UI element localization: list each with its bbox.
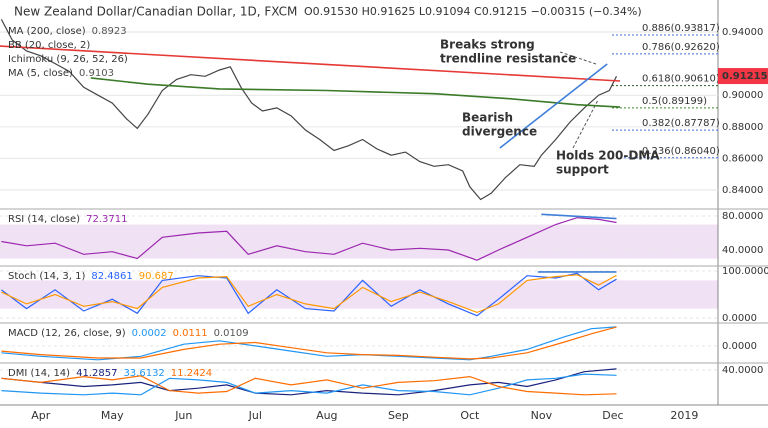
- legend-name: MA (200, close): [8, 26, 86, 37]
- x-tick-label: Aug: [316, 409, 337, 422]
- series-line: [1, 375, 617, 396]
- legend-name: Ichimoku (9, 26, 52, 26): [8, 54, 128, 65]
- series-line: [0, 19, 618, 201]
- legend-value: 0.9103: [79, 68, 114, 79]
- series-line: [541, 213, 617, 220]
- y-tick-label: 0.90000: [722, 90, 763, 101]
- y-tick-label: 0.88000: [722, 122, 763, 133]
- fib-label: 0.618(0.90610): [642, 74, 720, 85]
- x-tick-label: Nov: [531, 409, 553, 422]
- legend-name: BB (20, close, 2): [8, 40, 90, 51]
- annotation: Bearish: [462, 111, 513, 125]
- series-line: [90, 77, 621, 108]
- annotation: Breaks strong: [440, 38, 535, 52]
- x-tick-label: Sep: [388, 409, 409, 422]
- series-line: [1, 272, 617, 317]
- y-tick-label: 100.0000: [722, 266, 768, 277]
- x-tick-label: Apr: [31, 409, 51, 422]
- ohlc-values: O0.91530 H0.91625 L0.91094 C0.91215 −0.0…: [304, 5, 642, 18]
- y-tick-label: 0.84000: [722, 185, 763, 196]
- series-line: [1, 373, 617, 396]
- legend-entry: Stoch (14, 3, 1) 82.4861 90.687: [8, 271, 174, 282]
- legend-value: 72.3711: [86, 214, 127, 225]
- x-tick-label: 2019: [670, 409, 698, 422]
- y-tick-label: 40.0000: [722, 365, 763, 376]
- fib-label: 0.5(0.89199): [642, 96, 707, 107]
- series-line: [1, 326, 617, 361]
- legend-name: MACD (12, 26, close, 9): [8, 328, 126, 339]
- y-tick-label: 80.0000: [722, 211, 763, 222]
- legend-value: 33.6132: [123, 368, 164, 379]
- y-tick-label: 40.0000: [722, 245, 763, 256]
- legend-entry: BB (20, close, 2): [8, 40, 90, 51]
- annotation: divergence: [462, 125, 537, 139]
- y-tick-label: 0.0000: [722, 341, 757, 352]
- legend-value: 90.687: [139, 271, 174, 282]
- legend-entry: RSI (14, close) 72.3711: [8, 214, 127, 225]
- x-tick-label: May: [101, 409, 124, 422]
- annotation-arrow: [559, 51, 597, 65]
- legend-entry: Ichimoku (9, 26, 52, 26): [8, 54, 128, 65]
- x-tick-label: Oct: [460, 409, 480, 422]
- legend-value: 11.2424: [171, 368, 212, 379]
- series-line: [1, 326, 617, 360]
- fib-label: 0.382(0.87787): [642, 118, 720, 129]
- x-tick-label: Dec: [602, 409, 623, 422]
- series-line: [1, 274, 617, 314]
- x-tick-label: Jul: [248, 409, 262, 422]
- legend-entry: MA (200, close) 0.8923: [8, 26, 127, 37]
- last-price-label: 0.91215: [722, 71, 768, 82]
- fib-label: 0.786(0.92620): [642, 42, 720, 53]
- legend-entry: MA (5, close) 0.9103: [8, 68, 114, 79]
- legend-name: DMI (14, 14): [8, 368, 70, 379]
- y-tick-label: 0.94000: [722, 27, 763, 38]
- series-line: [0, 45, 621, 82]
- legend-name: MA (5, close): [8, 68, 73, 79]
- legend-entry: DMI (14, 14) 41.2857 33.6132 11.2424: [8, 368, 212, 379]
- fib-label: 0.236(0.86040): [642, 146, 720, 157]
- legend-value: 0.0002: [132, 328, 167, 339]
- legend-value: 41.2857: [76, 368, 117, 379]
- series-line: [499, 63, 608, 149]
- x-tick-label: Jun: [174, 409, 192, 422]
- annotation: trendline resistance: [440, 52, 576, 66]
- last-price-box: [718, 68, 768, 85]
- legend-value: 0.0111: [173, 328, 208, 339]
- legend-value: 0.8923: [92, 26, 127, 37]
- legend-value: 82.4861: [91, 271, 132, 282]
- series-line: [1, 368, 617, 396]
- legend-name: RSI (14, close): [8, 214, 80, 225]
- band: [0, 224, 718, 259]
- legend-value: 0.0109: [214, 328, 249, 339]
- y-tick-label: 0.86000: [722, 153, 763, 164]
- annotation: support: [556, 163, 609, 177]
- chart-title: New Zealand Dollar/Canadian Dollar, 1D, …: [14, 5, 297, 19]
- legend-name: Stoch (14, 3, 1): [8, 271, 85, 282]
- y-tick-label: 0.0000: [722, 313, 757, 324]
- annotation-arrow: [572, 99, 599, 149]
- legend-entry: MACD (12, 26, close, 9) 0.0002 0.0111 0.010…: [8, 328, 249, 339]
- annotation: Holds 200-DMA: [556, 149, 660, 163]
- fib-label: 0.886(0.93817): [642, 23, 720, 34]
- series-line: [1, 217, 617, 261]
